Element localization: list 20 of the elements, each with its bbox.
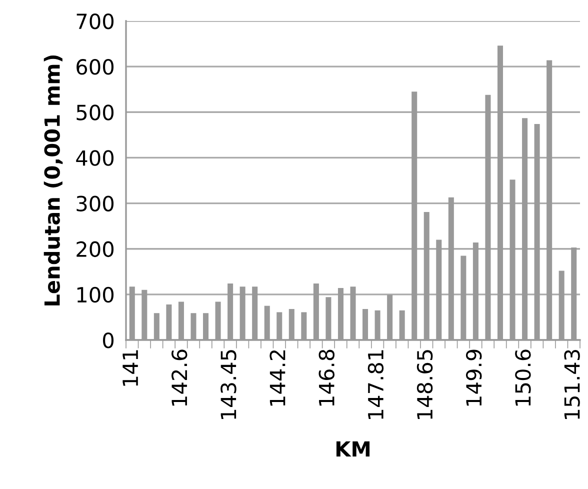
x-tick-label: 151.43 xyxy=(564,350,580,419)
y-tick-label: 200 xyxy=(76,241,114,258)
x-tick-label: 141 xyxy=(122,350,138,386)
x-tick-label: 143.45 xyxy=(220,350,236,419)
x-tick-label: 142.6 xyxy=(172,350,188,406)
x-tick-label: 146.8 xyxy=(318,350,335,406)
y-tick-label: 0 xyxy=(103,332,114,348)
y-tick-label: 700 xyxy=(76,13,114,30)
x-tick-label: 144.2 xyxy=(270,350,286,406)
x-tick-label: 149.9 xyxy=(466,350,482,406)
x-axis-title: KM xyxy=(336,441,370,457)
y-tick-label: 500 xyxy=(76,104,114,120)
y-tick-label: 100 xyxy=(77,286,114,303)
y-axis-title: Lendutan (0,001 mm) xyxy=(44,55,63,306)
x-tick-label: 148.65 xyxy=(416,350,433,419)
y-tick-label: 400 xyxy=(76,150,114,166)
y-tick-label: 300 xyxy=(76,196,114,212)
x-tick-label: 147.81 xyxy=(368,350,384,419)
x-tick-label: 150.6 xyxy=(515,350,531,406)
y-tick-label: 600 xyxy=(76,59,114,75)
